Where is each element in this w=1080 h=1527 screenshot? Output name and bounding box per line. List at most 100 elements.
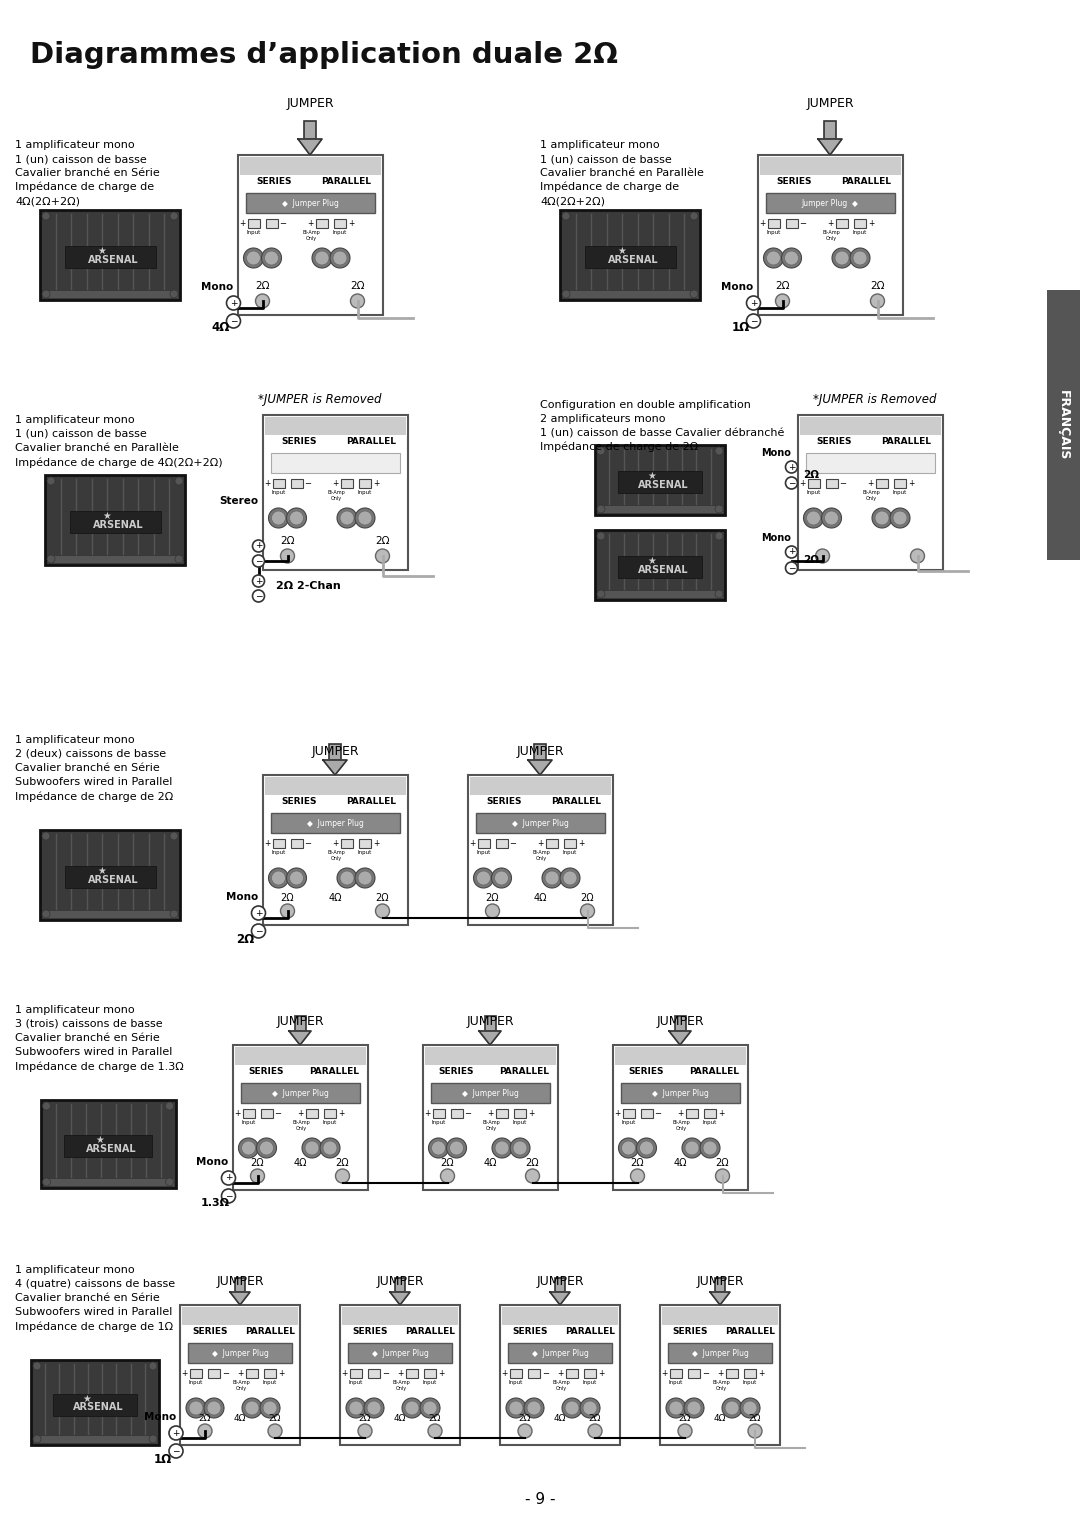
Bar bbox=[65, 866, 156, 889]
Text: JUMPER: JUMPER bbox=[657, 1015, 704, 1029]
Bar bbox=[42, 910, 178, 918]
Text: 2Ω: 2Ω bbox=[376, 893, 389, 902]
Text: Mono: Mono bbox=[761, 447, 792, 458]
Bar bbox=[477, 838, 489, 847]
Circle shape bbox=[170, 910, 178, 918]
Text: JUMPER: JUMPER bbox=[311, 745, 359, 759]
Circle shape bbox=[48, 554, 55, 563]
Text: Stereo: Stereo bbox=[219, 496, 258, 505]
Text: 4Ω: 4Ω bbox=[673, 1157, 687, 1168]
Text: JUMPER: JUMPER bbox=[806, 96, 854, 110]
Text: −: − bbox=[654, 1109, 661, 1118]
Circle shape bbox=[636, 1138, 657, 1157]
Circle shape bbox=[527, 1400, 541, 1416]
Text: JUMPER: JUMPER bbox=[216, 1275, 264, 1289]
Text: Input: Input bbox=[583, 1380, 597, 1385]
Text: Configuration en double amplification: Configuration en double amplification bbox=[540, 400, 751, 411]
Bar bbox=[341, 838, 353, 847]
Circle shape bbox=[690, 212, 698, 220]
Text: +: + bbox=[615, 1109, 621, 1118]
Polygon shape bbox=[480, 1031, 501, 1044]
Text: +: + bbox=[373, 479, 379, 489]
Text: ARSENAL: ARSENAL bbox=[87, 875, 138, 886]
Circle shape bbox=[198, 1425, 212, 1438]
Circle shape bbox=[260, 1399, 280, 1419]
Polygon shape bbox=[550, 1292, 570, 1306]
Circle shape bbox=[565, 1400, 579, 1416]
Text: +: + bbox=[662, 1370, 669, 1377]
Bar bbox=[618, 470, 702, 493]
Text: 2Ω: 2Ω bbox=[255, 281, 270, 292]
Polygon shape bbox=[298, 139, 322, 156]
Circle shape bbox=[42, 910, 50, 918]
Circle shape bbox=[289, 512, 303, 525]
Circle shape bbox=[832, 247, 852, 269]
Text: +: + bbox=[578, 838, 584, 847]
Circle shape bbox=[281, 904, 295, 918]
Text: 2Ω: 2Ω bbox=[631, 1157, 645, 1168]
Bar bbox=[291, 838, 302, 847]
Text: −: − bbox=[510, 838, 516, 847]
Bar bbox=[359, 838, 372, 847]
Circle shape bbox=[432, 1141, 446, 1154]
Bar bbox=[265, 777, 405, 796]
Text: +: + bbox=[341, 1370, 348, 1377]
Circle shape bbox=[42, 212, 50, 220]
Text: ◆  Jumper Plug: ◆ Jumper Plug bbox=[461, 1089, 518, 1098]
Text: Input: Input bbox=[189, 1380, 203, 1385]
Circle shape bbox=[253, 576, 265, 586]
Text: SERIES: SERIES bbox=[777, 177, 811, 185]
Text: 1 amplificateur mono: 1 amplificateur mono bbox=[15, 1264, 135, 1275]
Text: +: + bbox=[265, 479, 270, 489]
Text: JUMPER: JUMPER bbox=[536, 1275, 584, 1289]
Bar bbox=[825, 479, 837, 489]
Text: +: + bbox=[225, 1174, 232, 1182]
Text: +: + bbox=[278, 1370, 284, 1377]
Circle shape bbox=[257, 1138, 276, 1157]
Bar bbox=[262, 415, 407, 570]
Circle shape bbox=[168, 1445, 183, 1458]
Text: 4Ω(2Ω+2Ω): 4Ω(2Ω+2Ω) bbox=[15, 195, 80, 206]
Bar bbox=[42, 1177, 174, 1186]
Circle shape bbox=[785, 461, 797, 473]
Polygon shape bbox=[710, 1292, 730, 1306]
Polygon shape bbox=[230, 1292, 249, 1306]
Bar bbox=[450, 1109, 462, 1118]
Text: Cavalier branché en Parallèle: Cavalier branché en Parallèle bbox=[540, 168, 704, 179]
Text: 2Ω: 2Ω bbox=[336, 1157, 349, 1168]
Text: Input: Input bbox=[241, 1119, 256, 1125]
Text: Cavalier branché en Série: Cavalier branché en Série bbox=[15, 764, 160, 773]
Polygon shape bbox=[323, 760, 347, 776]
Text: +: + bbox=[333, 479, 339, 489]
Text: *JUMPER is Removed: *JUMPER is Removed bbox=[813, 392, 936, 406]
Circle shape bbox=[581, 904, 594, 918]
Text: Input: Input bbox=[476, 851, 490, 855]
Text: SERIES: SERIES bbox=[256, 177, 292, 185]
Bar bbox=[562, 290, 698, 298]
Text: Subwoofers wired in Parallel: Subwoofers wired in Parallel bbox=[15, 1048, 173, 1057]
Text: Bi-Amp
Only: Bi-Amp Only bbox=[327, 851, 345, 861]
Text: +: + bbox=[265, 838, 270, 847]
Circle shape bbox=[687, 1400, 701, 1416]
Bar bbox=[766, 192, 894, 212]
Text: 2Ω: 2Ω bbox=[775, 281, 789, 292]
Circle shape bbox=[666, 1399, 686, 1419]
Bar bbox=[190, 1370, 202, 1377]
Text: 1 (un) caisson de basse: 1 (un) caisson de basse bbox=[15, 429, 147, 438]
Circle shape bbox=[597, 531, 605, 541]
Text: PARALLEL: PARALLEL bbox=[551, 797, 602, 806]
Circle shape bbox=[690, 290, 698, 298]
Circle shape bbox=[545, 870, 559, 886]
Text: 4Ω: 4Ω bbox=[394, 1414, 406, 1423]
Bar bbox=[615, 1048, 745, 1064]
Bar bbox=[306, 1109, 318, 1118]
Text: 2Ω: 2Ω bbox=[199, 1414, 212, 1423]
Text: SERIES: SERIES bbox=[629, 1066, 664, 1075]
Bar bbox=[266, 218, 278, 228]
Circle shape bbox=[264, 1400, 276, 1416]
Circle shape bbox=[253, 541, 265, 551]
Circle shape bbox=[405, 1400, 419, 1416]
Circle shape bbox=[870, 295, 885, 308]
Text: ◆  Jumper Plug: ◆ Jumper Plug bbox=[372, 1348, 429, 1358]
Text: SERIES: SERIES bbox=[512, 1327, 548, 1336]
